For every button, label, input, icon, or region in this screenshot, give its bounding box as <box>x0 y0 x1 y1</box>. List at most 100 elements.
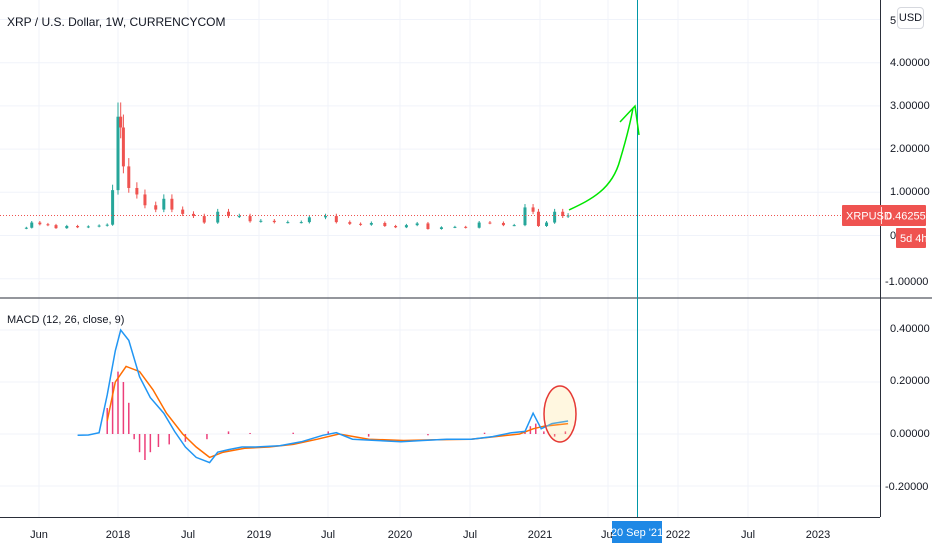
candle <box>135 187 139 195</box>
chart-title: XRP / U.S. Dollar, 1W, CURRENCYCOM <box>7 15 225 29</box>
crosshair-date-label: 20 Sep '21 <box>611 527 663 539</box>
candle <box>369 222 373 225</box>
candle <box>170 198 174 210</box>
countdown-label: 5d 4h <box>900 233 928 245</box>
candle <box>216 211 220 223</box>
candle <box>545 222 549 226</box>
candle <box>299 222 303 224</box>
candle <box>119 116 123 128</box>
time-axis-label: Jul <box>741 529 755 541</box>
candle <box>111 190 115 225</box>
drawing-arrow[interactable] <box>568 107 634 211</box>
drawing-ellipse[interactable] <box>543 385 577 443</box>
time-axis-label: 2021 <box>528 529 552 541</box>
candle <box>536 211 540 226</box>
candle <box>162 198 166 210</box>
candle <box>127 166 131 188</box>
candle <box>334 216 338 223</box>
candle <box>191 213 195 217</box>
candle <box>154 205 158 210</box>
candle <box>272 220 276 223</box>
candle <box>227 211 231 217</box>
time-axis-label: Jul <box>601 529 615 541</box>
price-axis-label: 2.00000 <box>890 143 930 155</box>
candle <box>383 222 387 226</box>
macd-axis-label: 0.00000 <box>890 428 930 440</box>
time-axis-label: 2019 <box>247 529 271 541</box>
candle <box>324 216 328 218</box>
price-axis-label: 3.00000 <box>890 100 930 112</box>
candle <box>65 225 69 229</box>
candle <box>54 225 58 229</box>
time-axis-label: Jul <box>321 529 335 541</box>
price-series <box>24 102 570 230</box>
candle <box>348 222 352 224</box>
time-axis-label: Jul <box>181 529 195 541</box>
candle <box>202 216 206 223</box>
candle <box>248 216 252 222</box>
macd-label: MACD (12, 26, close, 9) <box>7 314 124 326</box>
candle <box>501 222 505 226</box>
candle <box>97 225 101 227</box>
candle <box>286 222 290 224</box>
last-price-tag: XRPUSD 0.46255 5d 4h <box>842 205 928 248</box>
candle <box>553 211 557 223</box>
candle <box>453 226 457 228</box>
candle <box>566 215 570 217</box>
candle <box>394 225 398 228</box>
price-axis[interactable]: 5 4.00000 3.00000 2.00000 1.00000 0 -1.0… <box>885 15 930 288</box>
candle <box>86 226 90 228</box>
candle <box>259 220 263 222</box>
macd-axis-label: -0.20000 <box>885 481 928 493</box>
time-axis-label: 2018 <box>106 529 130 541</box>
price-axis-label: 0 <box>890 230 896 242</box>
candle <box>415 223 419 226</box>
time-axis[interactable]: Jun 2018 Jul 2019 Jul 2020 Jul 2021 Jul … <box>30 529 830 541</box>
candle <box>523 207 527 226</box>
candle <box>105 224 109 226</box>
candle <box>531 207 535 212</box>
candle <box>76 225 80 228</box>
time-axis-label: 2020 <box>388 529 412 541</box>
last-price-value: 0.46255 <box>886 211 926 223</box>
price-axis-label: -1.00000 <box>885 276 928 288</box>
candle <box>561 211 565 217</box>
candle <box>426 223 430 230</box>
currency-button[interactable]: USD <box>897 7 924 29</box>
time-axis-label: Jun <box>30 529 48 541</box>
candle <box>24 227 28 229</box>
candle <box>488 222 492 224</box>
macd-line <box>77 328 569 464</box>
candle <box>307 217 311 223</box>
candle <box>477 222 481 228</box>
macd-axis-label: 0.20000 <box>890 375 930 387</box>
time-axis-label: Jul <box>463 529 477 541</box>
candle <box>237 216 241 218</box>
candle <box>143 194 147 206</box>
crosshair-date-tag: 20 Sep '21 <box>611 521 663 543</box>
macd-axis-label: 0.40000 <box>890 323 930 335</box>
time-axis-label: 2023 <box>806 529 830 541</box>
drawing-arrow-head[interactable] <box>619 104 640 136</box>
ticker-tag: XRPUSD <box>846 211 892 223</box>
candle <box>38 222 42 225</box>
candle <box>121 127 125 167</box>
macd-series <box>77 328 569 464</box>
time-axis-label: 2022 <box>666 529 690 541</box>
candle <box>512 225 516 227</box>
price-axis-label: 4.00000 <box>890 57 930 69</box>
candle <box>359 223 363 225</box>
macd-axis[interactable]: 0.40000 0.20000 0.00000 -0.20000 <box>885 323 930 493</box>
candle <box>181 209 185 214</box>
chart-grid <box>0 0 880 517</box>
candle <box>46 224 50 226</box>
candle <box>404 225 408 228</box>
candle <box>464 226 468 228</box>
candle <box>116 116 120 191</box>
candle <box>30 222 34 228</box>
candle <box>439 227 443 230</box>
price-axis-label: 5 <box>890 15 896 27</box>
price-axis-label: 1.00000 <box>890 186 930 198</box>
macd-signal-line <box>106 365 569 459</box>
